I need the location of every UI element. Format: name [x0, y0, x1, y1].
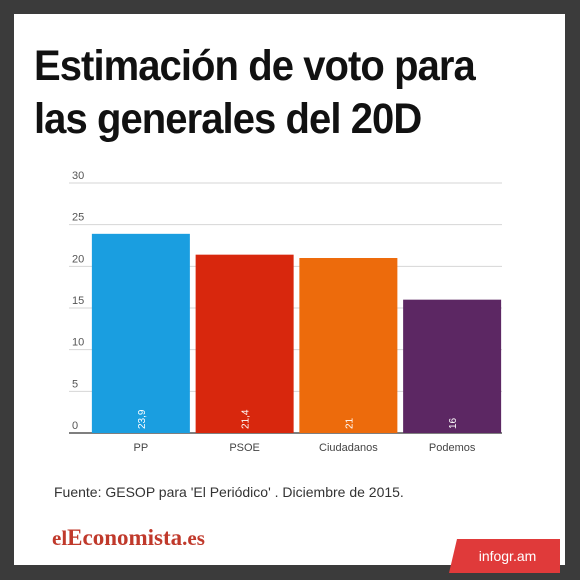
x-tick-label: PP: [134, 442, 149, 454]
y-tick-label: 30: [72, 170, 84, 182]
x-tick-label: PSOE: [229, 442, 260, 454]
bar-chart: 0 5 10 15 20 25 30 23,9 PP 21,4 PSOE 21 Ciudadanos 16…: [69, 170, 502, 454]
bar: [195, 254, 294, 433]
bar: [299, 258, 398, 433]
bar-value-label: 16: [448, 417, 459, 429]
y-tick-label: 15: [72, 295, 84, 307]
y-tick-label: 10: [72, 337, 84, 349]
y-tick-label: 25: [72, 212, 84, 224]
infogram-badge-label: infogr.am: [478, 548, 537, 564]
chart-card: Estimación de voto para las generales de…: [14, 14, 565, 573]
x-tick-label: Podemos: [429, 442, 476, 454]
bar-value-label: 21: [344, 417, 355, 429]
y-tick-label: 20: [72, 253, 84, 265]
logo-part-el: el: [52, 526, 68, 550]
logo-part-es: .es: [182, 526, 205, 550]
bar-value-label: 21,4: [241, 409, 252, 429]
bar: [403, 299, 502, 433]
y-tick-label: 5: [72, 378, 78, 390]
eleconomista-logo: el Economista .es: [52, 525, 205, 551]
chart-title: Estimación de voto para las generales de…: [34, 42, 476, 143]
bar: [91, 233, 190, 433]
source-note: Fuente: GESOP para 'El Periódico' . Dici…: [54, 484, 404, 500]
infogram-badge[interactable]: infogr.am: [449, 539, 560, 573]
y-tick-label: 0: [72, 420, 78, 432]
logo-part-economista: Economista: [67, 525, 183, 550]
bar-value-label: 23,9: [137, 409, 148, 429]
x-tick-label: Ciudadanos: [319, 442, 378, 454]
